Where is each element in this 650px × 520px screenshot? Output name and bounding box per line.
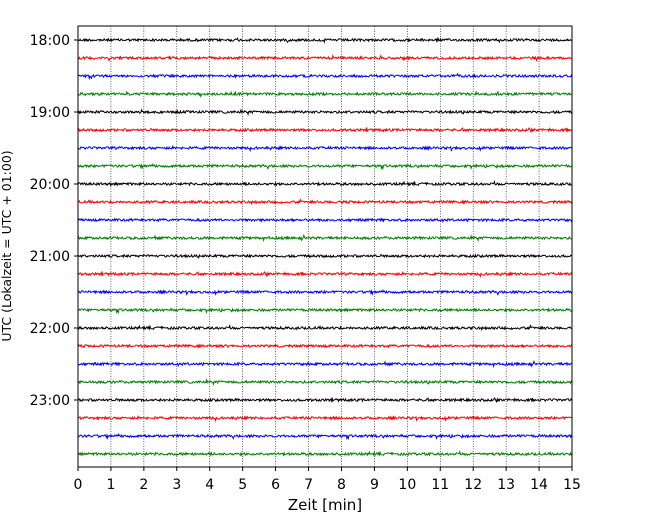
y-axis-label: UTC (Lokalzeit = UTC + 01:00) xyxy=(0,150,14,341)
trace-2300 xyxy=(77,397,573,404)
x-tick-label: 2 xyxy=(139,477,148,493)
x-axis-ticks: 0 1 2 3 4 5 6 7 8 9 10 11 12 13 14 15 xyxy=(74,467,581,493)
trace-1800 xyxy=(77,36,573,44)
y-axis-ticks: 18:00 19:00 20:00 21:00 22:00 23:00 xyxy=(30,33,78,409)
x-tick-label: 15 xyxy=(563,477,581,493)
x-tick-label: 4 xyxy=(205,477,214,493)
trace-2000 xyxy=(77,180,573,187)
trace-2200 xyxy=(77,324,573,332)
trace-2030 xyxy=(77,217,573,224)
x-tick-label: 3 xyxy=(172,477,181,493)
x-tick-label: 13 xyxy=(497,477,515,493)
seismogram-traces xyxy=(77,36,573,457)
y-tick-label: 19:00 xyxy=(30,105,70,121)
y-tick-label: 21:00 xyxy=(30,249,70,265)
trace-1945 xyxy=(77,163,573,171)
trace-2045 xyxy=(77,233,573,243)
y-tick-label: 22:00 xyxy=(30,321,70,337)
x-tick-label: 7 xyxy=(304,477,313,493)
trace-2345 xyxy=(77,450,573,457)
x-tick-label: 0 xyxy=(74,477,83,493)
x-tick-label: 14 xyxy=(530,477,548,493)
trace-2330 xyxy=(77,433,573,441)
trace-1845 xyxy=(77,90,573,98)
x-tick-label: 10 xyxy=(398,477,416,493)
x-tick-label: 11 xyxy=(431,477,449,493)
trace-2145 xyxy=(77,307,573,315)
trace-2100 xyxy=(77,253,573,259)
x-tick-label: 8 xyxy=(337,477,346,493)
plot-frame xyxy=(77,25,573,468)
trace-1930 xyxy=(77,144,573,153)
y-tick-label: 23:00 xyxy=(30,393,70,409)
trace-2215 xyxy=(77,343,573,349)
trace-1915 xyxy=(77,127,573,134)
x-gridlines xyxy=(110,26,540,467)
trace-1900 xyxy=(77,108,573,117)
trace-2245 xyxy=(77,378,573,387)
x-tick-label: 5 xyxy=(238,477,247,493)
trace-2115 xyxy=(77,270,573,279)
trace-2230 xyxy=(77,359,573,369)
trace-1815 xyxy=(77,53,573,63)
x-tick-label: 1 xyxy=(106,477,115,493)
y-tick-label: 20:00 xyxy=(30,177,70,193)
x-tick-label: 6 xyxy=(271,477,280,493)
trace-2130 xyxy=(77,289,573,296)
trace-1830 xyxy=(77,72,573,81)
trace-2315 xyxy=(77,414,573,423)
x-axis-label: Zeit [min] xyxy=(288,496,362,514)
y-tick-label: 18:00 xyxy=(30,33,70,49)
x-tick-label: 12 xyxy=(464,477,482,493)
trace-2015 xyxy=(77,198,573,206)
x-tick-label: 9 xyxy=(370,477,379,493)
